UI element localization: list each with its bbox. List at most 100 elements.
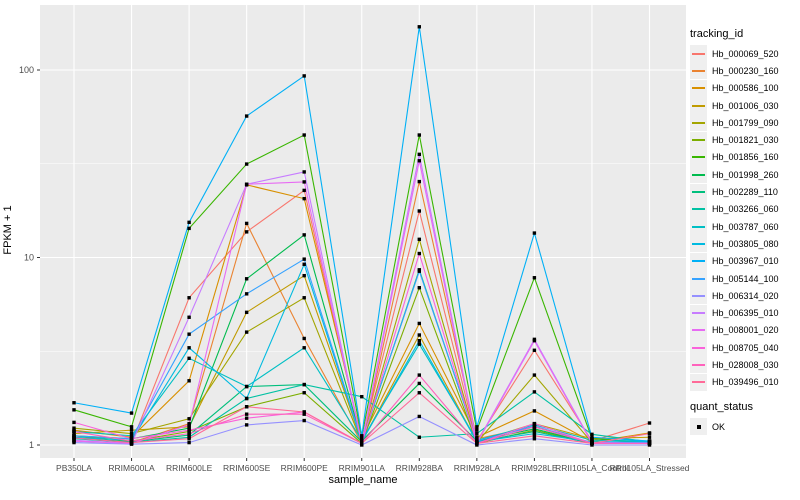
legend-key-swatch [690,304,707,322]
legend-key-swatch [690,339,707,357]
legend-item-Hb_003805_080: Hb_003805_080 [690,235,800,253]
data-point [475,428,479,432]
data-point [417,414,421,419]
data-point [647,421,652,425]
data-point [244,292,249,296]
data-point [532,409,537,413]
legend-key-swatch [690,131,707,149]
legend-item-label: Hb_000230_160 [712,65,779,76]
legend-tracking-items: Hb_000069_520 Hb_000230_160 Hb_000586_100 H… [690,45,800,391]
data-point [417,321,421,326]
x-tick-label: PB350LA [56,463,92,473]
data-point [417,333,421,337]
y-tick-label: 10 [24,253,34,263]
legend-item-label: Hb_000069_520 [712,48,779,59]
legend-item-Hb_008001_020: Hb_008001_020 [690,321,800,339]
data-point [302,262,306,266]
x-tick-label: RRIM600PE [281,463,329,473]
black-square-marker-icon [696,424,701,429]
legend-item-label: Hb_003967_010 [712,256,779,267]
data-point [417,269,421,273]
data-point [302,74,306,78]
data-point [532,427,537,431]
legend-color-line-icon [692,156,705,159]
data-point [360,441,364,446]
data-point [72,420,76,425]
data-point [532,434,537,438]
legend-key-swatch [690,373,707,391]
data-point [417,381,421,386]
data-point [129,440,134,445]
data-point [417,159,421,163]
data-point [129,434,134,438]
legend-item-label: Hb_008001_020 [712,325,779,336]
data-point [244,182,249,186]
data-point [72,426,76,430]
legend-color-line-icon [692,294,705,297]
data-point [244,405,249,409]
legend-key-swatch [690,79,707,97]
legend-color-line-icon [692,329,705,332]
data-point [532,425,537,429]
data-point [129,437,134,441]
legend-item-ok: OK [690,418,800,436]
data-point [187,296,191,300]
data-point [647,441,652,446]
legend-item-Hb_000069_520: Hb_000069_520 [690,45,800,63]
data-point [417,25,421,29]
legend-color-line-icon [692,312,705,315]
legend-color-line-icon [692,69,705,72]
x-tick-label: RRIM928LA [454,463,501,473]
data-point [302,412,306,416]
legend-item-label: Hb_001821_030 [712,135,779,146]
data-point [590,432,594,437]
x-tick-label: RRII105LA_Control [555,463,629,473]
data-point [72,434,76,438]
legend-item-label: Hb_003787_060 [712,221,779,232]
data-point [417,338,421,343]
data-point [129,425,134,429]
legend-key-swatch [690,321,707,339]
data-point [475,425,479,429]
x-tick-label: RRIM901LA [339,463,386,473]
legend-item-label: Hb_003266_060 [712,204,779,215]
legend-item-Hb_001998_260: Hb_001998_260 [690,166,800,184]
data-point [187,417,191,421]
legend-item-Hb_003266_060: Hb_003266_060 [690,200,800,218]
legend-key-swatch [690,97,707,115]
legend-item-Hb_001856_160: Hb_001856_160 [690,148,800,166]
data-point [590,435,594,439]
data-point [532,338,537,343]
x-axis-title: sample_name [328,474,398,486]
data-point [244,310,249,315]
data-point [417,152,421,157]
data-point [475,441,479,446]
data-point [302,346,306,350]
x-tick-label: RRII105LA_Stressed [610,463,690,473]
legend-title-tracking-id: tracking_id [690,28,744,40]
legend-item-label: Hb_008705_040 [712,342,779,353]
data-point [532,431,537,436]
data-point [187,220,191,225]
x-tick-label: RRIM600SE [223,463,271,473]
data-point [244,423,249,427]
legend-key-swatch [690,218,707,236]
legend-item-Hb_000230_160: Hb_000230_160 [690,62,800,80]
data-point [244,277,249,281]
data-point [302,418,306,423]
legend-item-label: OK [712,421,726,432]
x-tick-label: RRIM928BA [396,463,444,473]
data-point [244,412,249,416]
legend-item-Hb_003967_010: Hb_003967_010 [690,252,800,270]
data-point [187,379,191,383]
legend-key-swatch [690,270,707,287]
legend-key-swatch [690,114,707,132]
legend-item-label: Hb_001006_030 [712,100,779,111]
data-point [129,428,134,432]
y-tick-label: 1 [29,440,34,450]
data-point [244,162,249,166]
legend-item-Hb_001821_030: Hb_001821_030 [690,131,800,149]
data-point [417,342,421,346]
legend-item-label: Hb_001856_160 [712,152,779,163]
data-point [244,384,249,389]
